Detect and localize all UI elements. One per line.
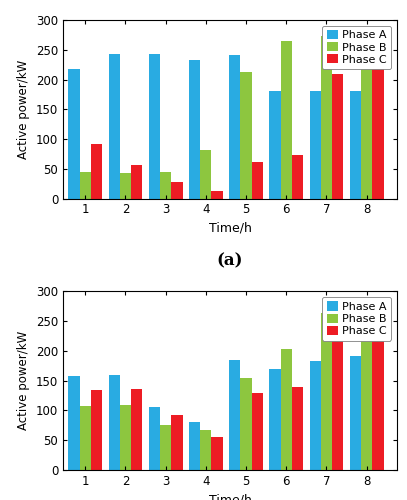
Bar (189, 422, 200, 470)
Bar (160, 426, 171, 470)
Bar (361, 40, 372, 198)
Bar (171, 182, 182, 198)
Bar (120, 404, 131, 470)
Y-axis label: Active power/kW: Active power/kW (18, 60, 31, 159)
Y-axis label: Active power/kW: Active power/kW (18, 331, 31, 430)
Bar (332, 74, 344, 198)
Bar (241, 72, 252, 198)
Bar (131, 164, 142, 198)
Bar (200, 430, 212, 470)
Bar (310, 92, 321, 198)
Bar (120, 173, 131, 199)
Bar (131, 389, 142, 470)
Bar (91, 144, 102, 199)
Bar (80, 406, 91, 470)
Legend: Phase A, Phase B, Phase C: Phase A, Phase B, Phase C (322, 26, 391, 69)
X-axis label: Time/h: Time/h (208, 222, 252, 235)
Bar (321, 36, 332, 198)
Bar (68, 376, 80, 470)
Bar (252, 392, 263, 470)
X-axis label: Time/h: Time/h (208, 494, 252, 500)
Bar (212, 192, 223, 198)
Legend: Phase A, Phase B, Phase C: Phase A, Phase B, Phase C (322, 297, 391, 341)
Bar (280, 349, 292, 470)
Bar (149, 54, 160, 199)
Bar (350, 356, 361, 470)
Bar (68, 69, 80, 198)
Bar (350, 92, 361, 198)
Bar (280, 41, 292, 198)
Bar (252, 162, 263, 198)
Bar (361, 311, 372, 470)
Bar (160, 172, 171, 199)
Bar (269, 92, 280, 198)
Text: (a): (a) (217, 252, 243, 269)
Bar (292, 386, 303, 470)
Bar (171, 415, 182, 470)
Bar (310, 361, 321, 470)
Bar (212, 436, 223, 470)
Bar (229, 54, 241, 199)
Bar (372, 326, 383, 470)
Bar (269, 369, 280, 470)
Bar (321, 314, 332, 470)
Bar (292, 154, 303, 198)
Bar (200, 150, 212, 198)
Bar (80, 172, 91, 199)
Bar (109, 375, 120, 470)
Bar (332, 338, 344, 470)
Bar (372, 56, 383, 199)
Bar (91, 390, 102, 470)
Bar (229, 360, 241, 470)
Bar (241, 378, 252, 470)
Bar (189, 60, 200, 198)
Bar (149, 407, 160, 470)
Bar (109, 54, 120, 199)
